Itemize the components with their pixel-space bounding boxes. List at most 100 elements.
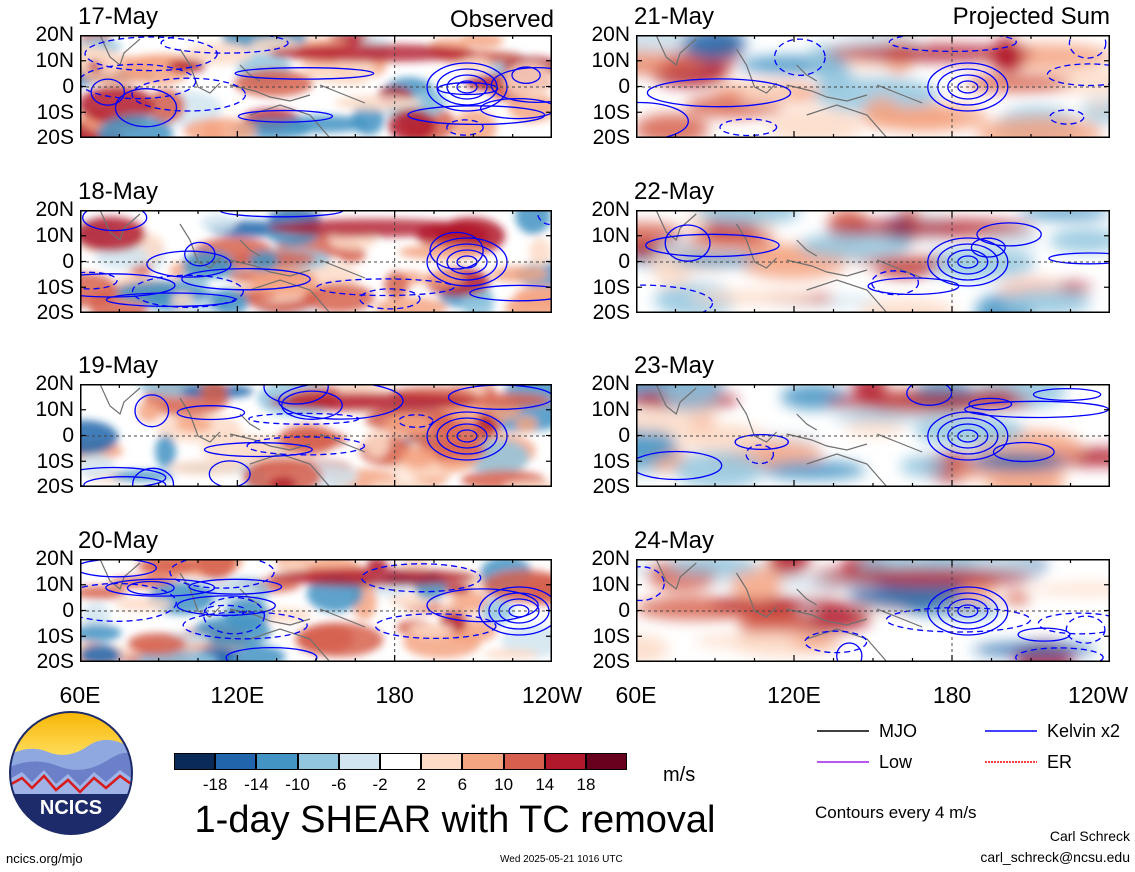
footer-timestamp: Wed 2025-05-21 1016 UTC <box>500 854 623 865</box>
latitude-label: 20S <box>592 650 630 673</box>
longitude-label: 180 <box>375 682 414 708</box>
panel-date: 21-May <box>634 3 715 30</box>
latitude-label: 10N <box>591 49 630 72</box>
latitude-label: 20S <box>36 126 74 149</box>
latitude-label: 10S <box>592 101 630 124</box>
ncics-logo: NCICS <box>8 710 134 836</box>
longitude-label: 60E <box>615 682 657 708</box>
latitude-label: 10N <box>35 573 74 596</box>
kelvin-contours <box>636 384 1110 481</box>
panel-date: 24-May <box>634 527 715 554</box>
panel-date: 23-May <box>634 352 715 379</box>
longitude-label: 120E <box>210 682 265 708</box>
panel-date: 22-May <box>634 178 715 205</box>
longitude-label: 120W <box>1067 682 1129 708</box>
latitude-label: 20N <box>35 198 74 221</box>
legend-er-label: ER <box>1047 752 1073 772</box>
shear-map-panel <box>636 35 1110 138</box>
latitude-label: 20S <box>592 475 630 498</box>
latitude-label: 0 <box>62 250 74 273</box>
colorbar-swatch <box>462 753 504 770</box>
shear-field <box>636 559 1110 662</box>
coastline <box>655 35 923 138</box>
colorbar-swatch <box>380 753 422 770</box>
latitude-label: 0 <box>62 424 74 447</box>
latitude-label: 0 <box>618 599 630 622</box>
shear-map-panel <box>636 384 1110 487</box>
panel-date: 17-May <box>78 3 159 30</box>
coastline <box>655 559 923 662</box>
kelvin-contours <box>636 222 1110 313</box>
latitude-label: 0 <box>62 599 74 622</box>
latitude-label: 10N <box>591 398 630 421</box>
latitude-label: 20N <box>591 198 630 221</box>
shear-map-panel <box>80 210 552 313</box>
latitude-label: 20N <box>591 23 630 46</box>
longitude-label: 60E <box>59 682 101 708</box>
latitude-label: 0 <box>618 75 630 98</box>
legend: MJO Kelvin x2 Low ER <box>815 720 1135 780</box>
shear-map-panel <box>80 559 552 662</box>
latitude-label: 20S <box>36 650 74 673</box>
latitude-label: 10S <box>592 625 630 648</box>
colorbar-swatch <box>586 753 628 770</box>
shear-field <box>636 35 1110 138</box>
coastline <box>655 384 923 487</box>
colorbar-level-label: -2 <box>372 775 388 794</box>
shear-map-panel <box>80 35 552 138</box>
coastline <box>99 210 366 313</box>
latitude-label: 20N <box>35 23 74 46</box>
colorbar-swatch <box>215 753 257 770</box>
shear-field <box>80 35 552 138</box>
shear-map-panel <box>636 559 1110 662</box>
latitude-label: 0 <box>618 250 630 273</box>
latitude-label: 20N <box>35 372 74 395</box>
legend-kelvin-label: Kelvin x2 <box>1047 721 1121 741</box>
colorbar-swatch <box>256 753 298 770</box>
latitude-label: 20S <box>592 126 630 149</box>
coastline <box>99 384 366 487</box>
observed-title: Observed <box>449 6 554 33</box>
latitude-label: 20N <box>35 547 74 570</box>
latitude-label: 20S <box>36 475 74 498</box>
colorbar-level-label: 2 <box>416 775 426 794</box>
colorbar-level-label: -10 <box>285 775 310 794</box>
projected-sum-title: Projected Sum <box>952 3 1110 30</box>
latitude-label: 10N <box>591 224 630 247</box>
colorbar-swatch <box>544 753 586 770</box>
shear-map-panel <box>80 384 552 487</box>
shear-map-panel <box>636 210 1110 313</box>
latitude-label: 10N <box>591 573 630 596</box>
footer-email: carl_schreck@ncsu.edu <box>980 849 1130 865</box>
latitude-label: 10S <box>36 625 74 648</box>
colorbar-swatch <box>174 753 216 770</box>
latitude-label: 0 <box>62 75 74 98</box>
latitude-label: 10S <box>36 101 74 124</box>
colorbar-level-label: -6 <box>331 775 347 794</box>
latitude-label: 20N <box>591 372 630 395</box>
colorbar-swatch <box>503 753 545 770</box>
colorbar-swatch <box>421 753 463 770</box>
longitude-label: 120E <box>767 682 821 708</box>
latitude-label: 10S <box>592 450 630 473</box>
latitude-label: 10S <box>36 276 74 299</box>
latitude-label: 10N <box>35 224 74 247</box>
contour-note: Contours every 4 m/s <box>815 803 977 822</box>
legend-low-label: Low <box>879 752 913 772</box>
longitude-label: 120W <box>521 682 583 708</box>
panel-date: 18-May <box>78 178 159 205</box>
latitude-label: 20S <box>36 301 74 324</box>
logo-text: NCICS <box>40 797 102 819</box>
panel-date: 20-May <box>78 527 159 554</box>
latitude-label: 20N <box>591 547 630 570</box>
footer-author: Carl Schreck <box>1049 828 1130 844</box>
coastline <box>655 210 923 313</box>
colorbar-level-label: -14 <box>244 775 269 794</box>
main-title: 1-day SHEAR with TC removal <box>194 799 716 841</box>
latitude-label: 10S <box>36 450 74 473</box>
colorbar-swatch <box>338 753 380 770</box>
colorbar-swatch <box>297 753 339 770</box>
latitude-label: 10N <box>35 49 74 72</box>
coastline <box>99 559 366 662</box>
colorbar-units: m/s <box>663 764 696 786</box>
